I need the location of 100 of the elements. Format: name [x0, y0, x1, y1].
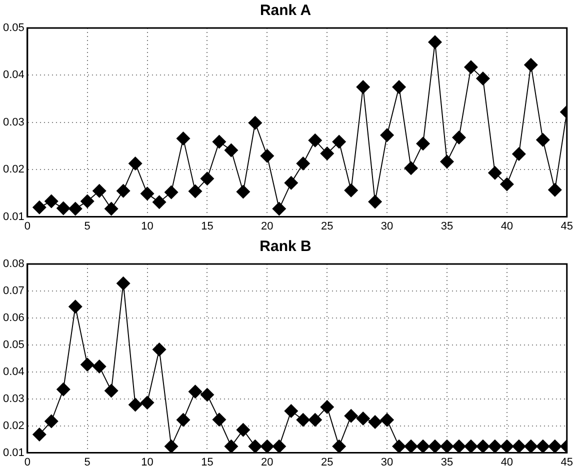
point	[296, 412, 310, 427]
point	[212, 412, 226, 427]
y-tick-label: 0.03	[2, 116, 24, 128]
point	[56, 382, 70, 396]
point	[32, 200, 46, 214]
point	[116, 276, 130, 290]
point	[92, 359, 106, 374]
point	[524, 58, 538, 72]
y-tick-label: 0.07	[2, 285, 24, 298]
point	[440, 154, 454, 169]
point	[140, 186, 154, 201]
point	[176, 412, 190, 427]
x-tick-label: 40	[500, 456, 514, 468]
point	[164, 185, 178, 200]
x-tick-label: 25	[320, 456, 334, 468]
point	[320, 146, 334, 161]
y-tick-label: 0.06	[2, 312, 24, 324]
point	[116, 184, 130, 198]
x-tick-label: 25	[320, 220, 334, 232]
point	[368, 415, 382, 430]
point	[260, 148, 274, 163]
point	[68, 300, 82, 314]
y-tick-label: 0.02	[2, 164, 24, 176]
point	[356, 412, 370, 426]
x-tick-label: 40	[500, 220, 514, 232]
point	[524, 439, 538, 453]
point	[464, 60, 478, 74]
x-tick-label: 0	[24, 220, 30, 232]
point	[44, 194, 58, 208]
x-tick-label: 5	[84, 220, 90, 232]
point	[284, 176, 298, 190]
point	[536, 439, 550, 453]
point	[356, 80, 370, 94]
point	[332, 134, 346, 149]
point	[512, 439, 526, 453]
point	[56, 201, 70, 216]
point	[260, 439, 274, 453]
point	[344, 183, 358, 198]
point	[500, 177, 514, 192]
x-tick-label: 35	[440, 220, 454, 232]
x-tick-label: 35	[440, 456, 454, 468]
x-tick-label: 30	[380, 456, 394, 468]
point	[404, 161, 418, 176]
point	[308, 412, 322, 427]
point	[428, 439, 442, 453]
point	[212, 134, 226, 149]
point	[344, 408, 358, 423]
x-tick-label: 30	[380, 220, 394, 232]
x-tick-label: 15	[201, 456, 214, 468]
y-tick-label: 0.04	[2, 69, 24, 82]
y-tick-label: 0.03	[2, 392, 24, 405]
point	[548, 439, 562, 453]
point	[488, 439, 502, 453]
point	[32, 427, 46, 442]
point	[152, 195, 166, 210]
y-tick-label: 0.05	[2, 338, 24, 351]
point	[416, 136, 430, 151]
point	[416, 439, 430, 453]
point	[92, 184, 106, 198]
x-tick-label: 5	[84, 456, 90, 468]
x-tick-label: 10	[141, 456, 154, 468]
point	[296, 156, 310, 170]
x-tick-label: 15	[201, 220, 214, 232]
point	[476, 439, 490, 453]
y-tick-label: 0.04	[2, 366, 24, 378]
chart-title: Rank B	[260, 238, 312, 256]
point	[224, 143, 238, 158]
point	[320, 400, 334, 414]
point	[200, 172, 214, 186]
point	[488, 166, 502, 180]
point	[236, 422, 250, 437]
chart-title: Rank A	[260, 2, 312, 20]
x-tick-label: 10	[141, 220, 154, 232]
point	[236, 184, 250, 199]
point	[392, 439, 406, 453]
point	[404, 439, 418, 453]
point	[176, 131, 190, 146]
point	[44, 414, 58, 428]
y-tick-label: 0.01	[2, 210, 24, 223]
point	[272, 202, 286, 216]
point	[500, 439, 514, 453]
point	[440, 439, 454, 453]
x-tick-label: 20	[261, 220, 274, 232]
point	[452, 439, 466, 453]
point	[428, 35, 442, 50]
point	[452, 130, 466, 145]
point	[512, 147, 526, 162]
point	[284, 404, 298, 418]
point	[248, 116, 262, 130]
point	[104, 384, 118, 398]
x-tick-label: 0	[24, 456, 30, 468]
point	[272, 439, 286, 453]
point	[152, 342, 166, 356]
point	[128, 156, 142, 170]
point	[224, 439, 238, 453]
point	[188, 384, 202, 399]
x-tick-label: 45	[560, 220, 574, 232]
point	[164, 439, 178, 453]
point	[188, 184, 202, 198]
x-tick-label: 45	[560, 456, 574, 468]
